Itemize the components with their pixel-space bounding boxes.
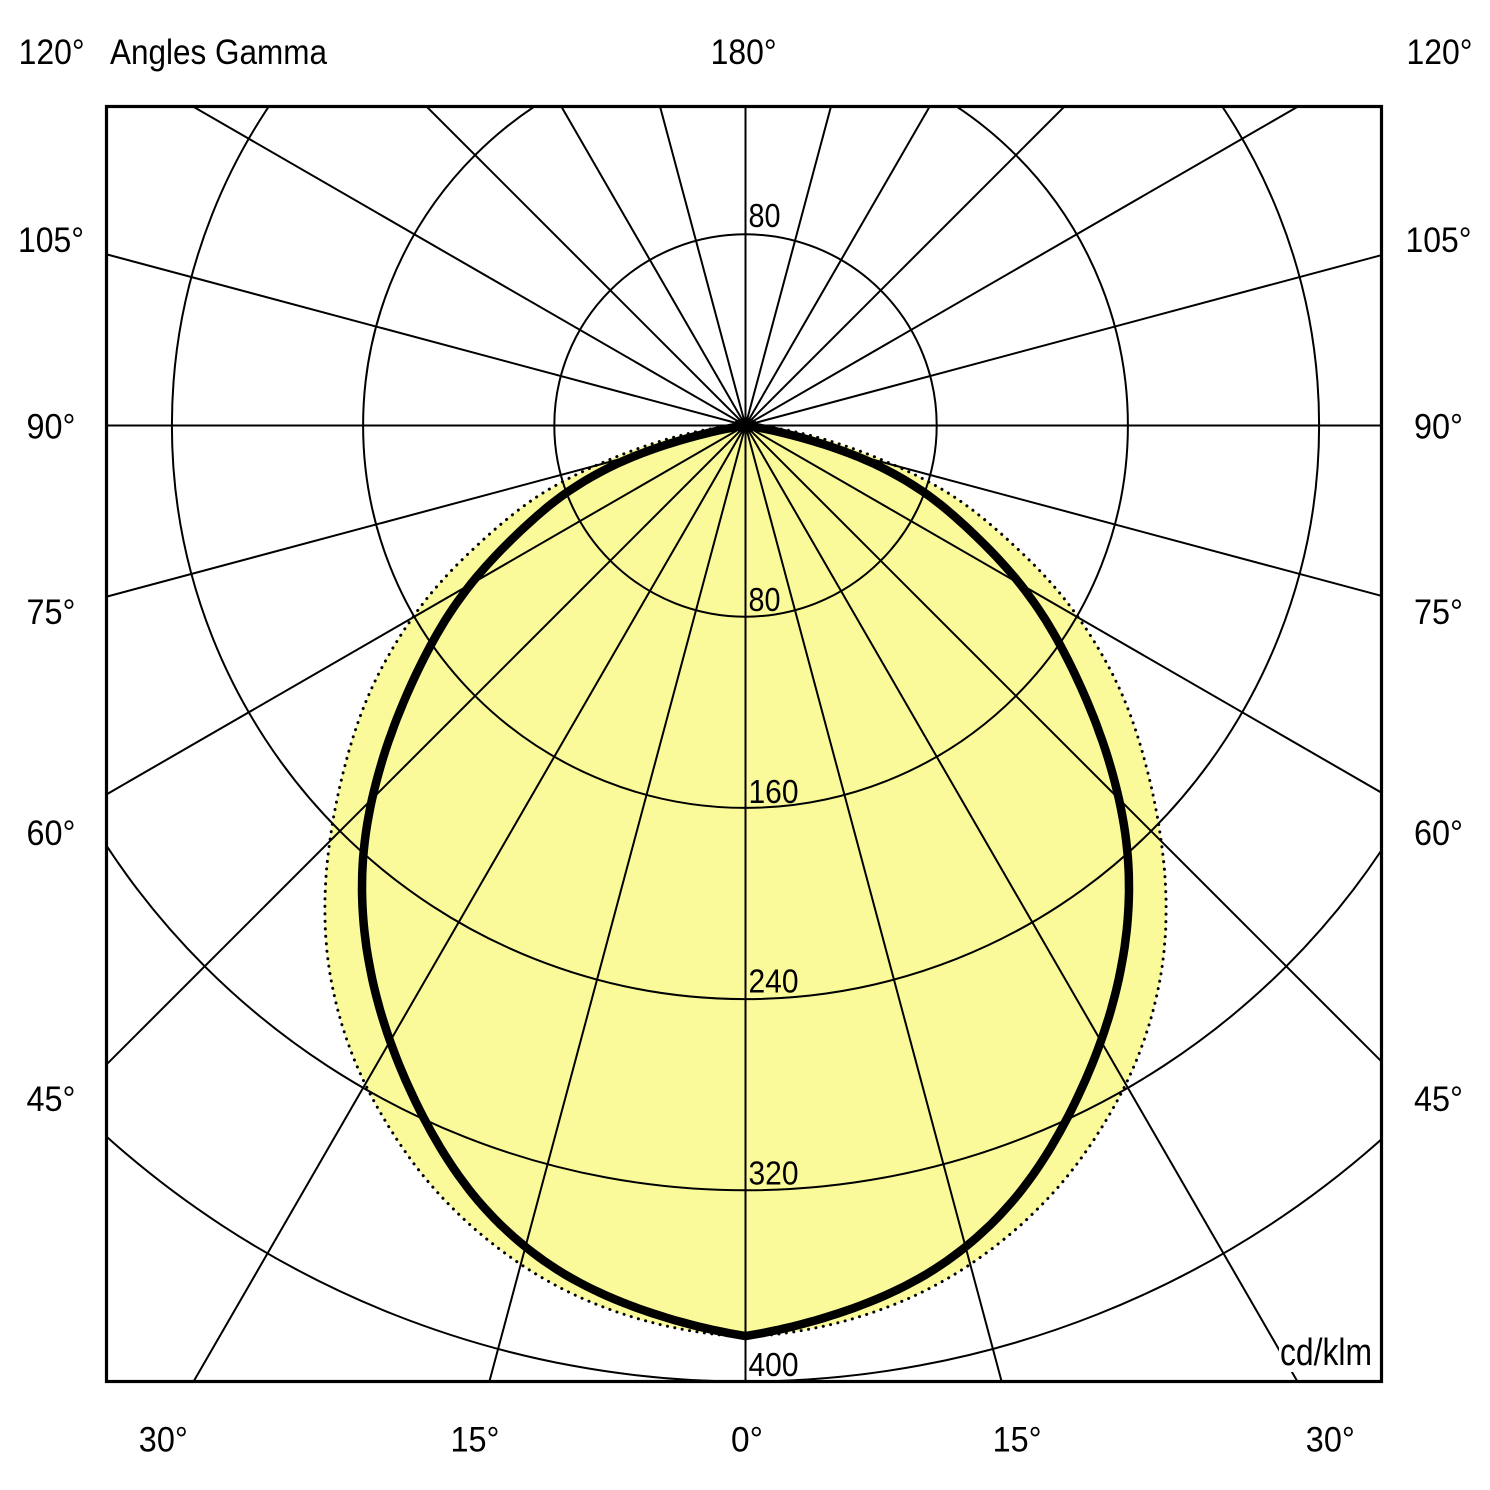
svg-text:15°: 15°	[993, 1419, 1042, 1459]
svg-text:75°: 75°	[1414, 592, 1463, 632]
svg-text:400: 400	[749, 1346, 799, 1383]
svg-text:80: 80	[749, 581, 781, 618]
svg-text:15°: 15°	[451, 1419, 500, 1459]
svg-text:60°: 60°	[1414, 813, 1463, 853]
svg-text:0°: 0°	[731, 1419, 763, 1459]
svg-text:105°: 105°	[18, 220, 84, 260]
svg-text:75°: 75°	[27, 592, 76, 632]
svg-text:cd/klm: cd/klm	[1280, 1332, 1372, 1374]
svg-text:180°: 180°	[711, 32, 777, 72]
svg-text:45°: 45°	[1414, 1079, 1463, 1119]
svg-text:320: 320	[749, 1155, 799, 1192]
svg-text:Angles Gamma: Angles Gamma	[110, 32, 327, 72]
svg-text:120°: 120°	[1407, 32, 1473, 72]
svg-text:90°: 90°	[27, 407, 76, 447]
svg-text:105°: 105°	[1406, 220, 1472, 260]
svg-text:80: 80	[749, 197, 781, 234]
svg-text:60°: 60°	[27, 813, 76, 853]
svg-text:30°: 30°	[1306, 1419, 1355, 1459]
svg-text:120°: 120°	[19, 32, 85, 72]
svg-text:45°: 45°	[27, 1079, 76, 1119]
svg-text:90°: 90°	[1414, 407, 1463, 447]
svg-text:160: 160	[749, 773, 799, 810]
svg-text:240: 240	[749, 963, 799, 1000]
svg-text:30°: 30°	[139, 1419, 188, 1459]
